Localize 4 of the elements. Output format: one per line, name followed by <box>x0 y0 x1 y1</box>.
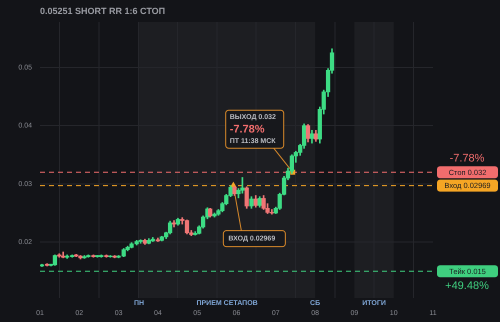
candlestick <box>172 220 176 228</box>
text: +49.48% <box>445 280 490 292</box>
text: -7.78% <box>450 152 485 164</box>
chart-title: 0.05251 SHORT RR 1:6 СТОП <box>40 6 166 16</box>
